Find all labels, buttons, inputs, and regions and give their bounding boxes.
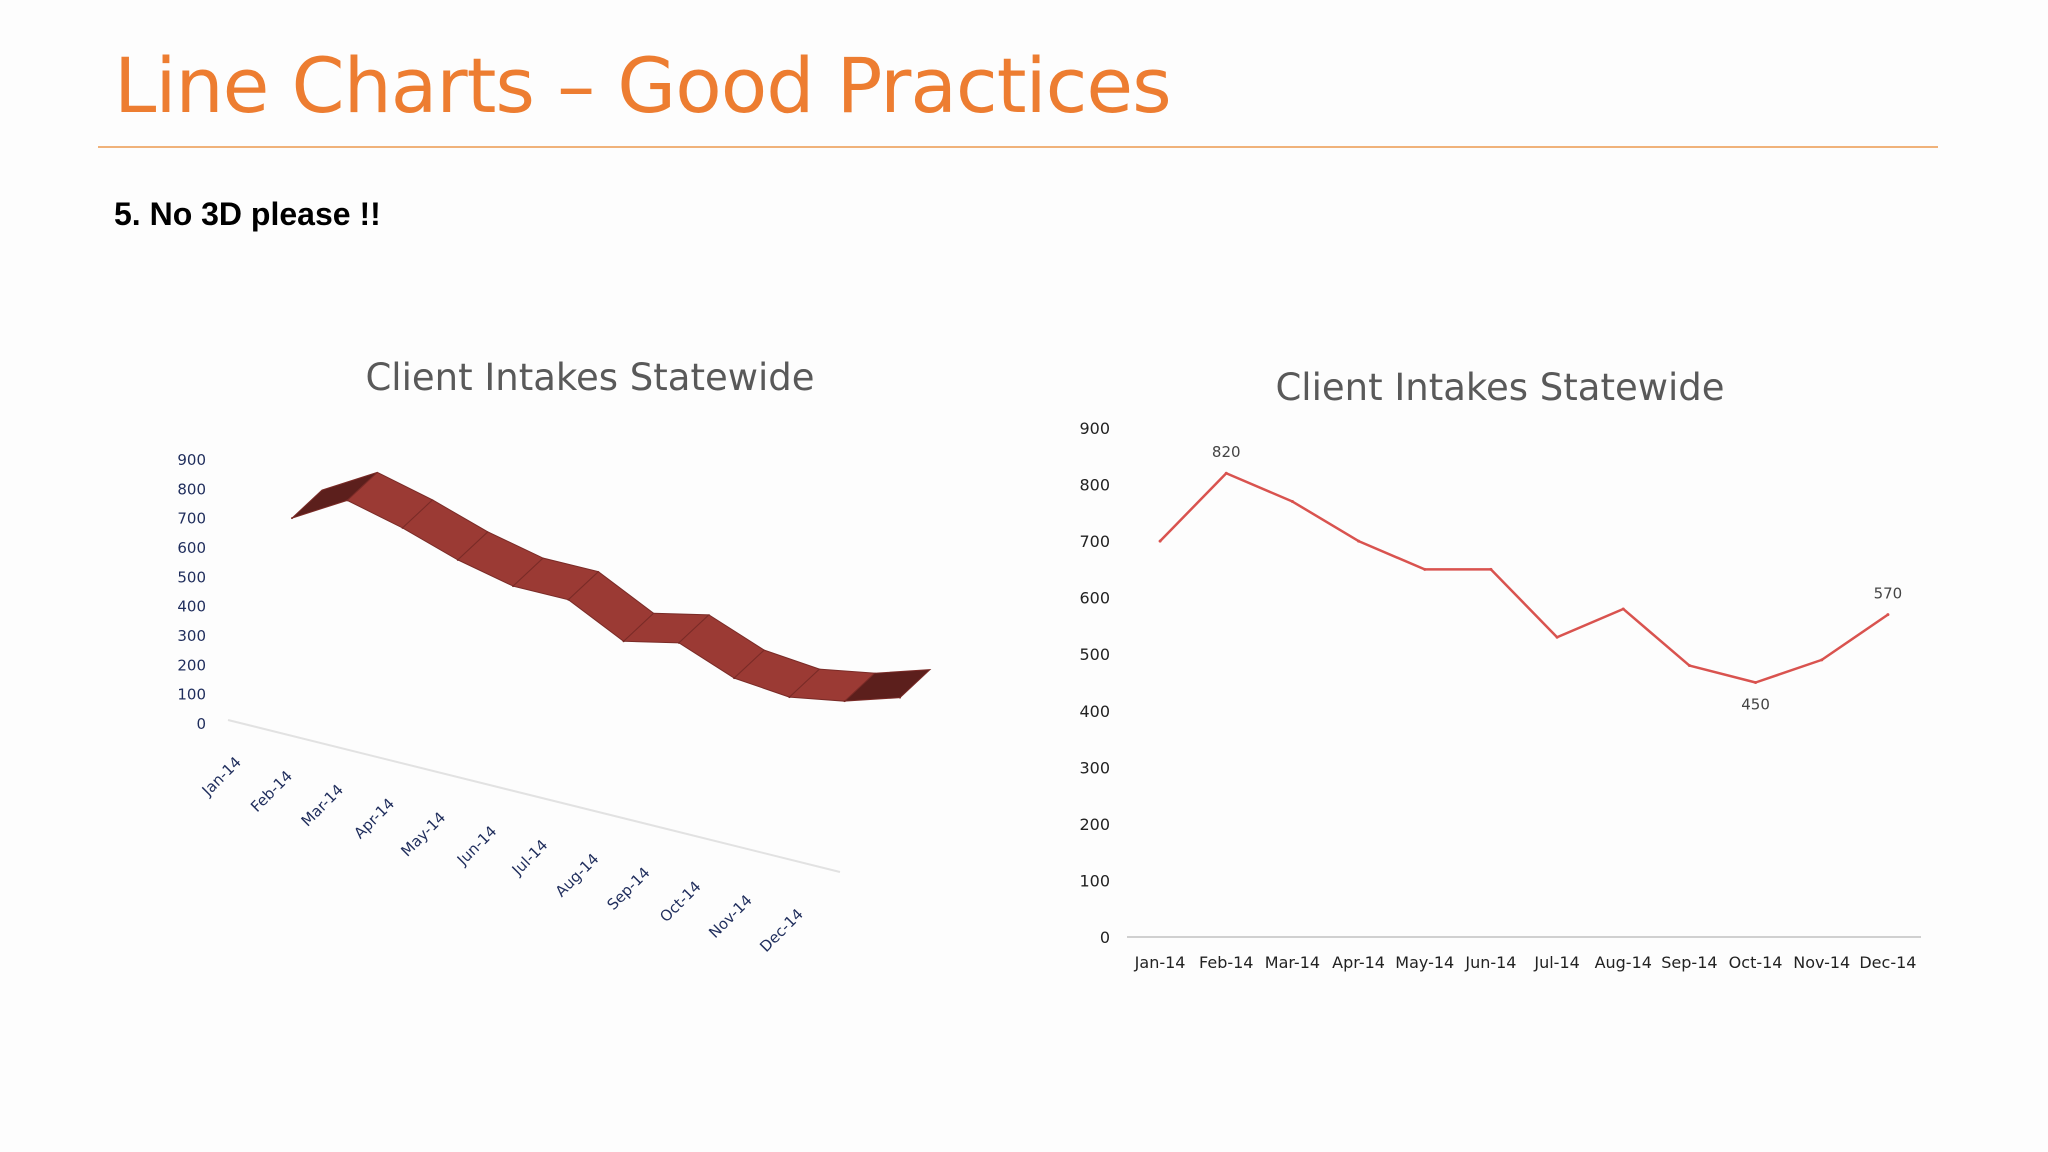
chart-2d-data-labels: 820 450 570 [1212, 443, 1902, 713]
chart-3d-data-point [401, 526, 404, 529]
chart-2d-x-tick: Dec-14 [1859, 953, 1916, 972]
chart-3d-x-tick: May-14 [397, 808, 449, 860]
chart-3d-y-tick: 200 [177, 656, 206, 674]
chart-2d-y-tick: 100 [1079, 871, 1110, 890]
chart-3d-data-point [291, 517, 293, 520]
chart-2d-data-point [1158, 539, 1162, 543]
chart-2d-data-point [1621, 607, 1625, 611]
chart-2d-y-tick: 200 [1079, 815, 1110, 834]
chart-2d-x-tick: Aug-14 [1595, 953, 1652, 972]
slide-subtitle: 5. No 3D please !! [114, 196, 381, 232]
chart-3d-y-tick: 100 [177, 686, 206, 704]
chart-2d-y-axis: 0 100 200 300 400 500 600 700 800 900 [1079, 419, 1110, 947]
chart-2d-x-tick: Jan-14 [1134, 953, 1186, 972]
chart-3d-data-point [843, 700, 846, 703]
chart-3d-y-tick: 300 [177, 627, 206, 645]
chart-2d-x-tick: Sep-14 [1661, 953, 1717, 972]
chart-2d-data-point [1754, 681, 1758, 684]
slide-title: Line Charts – Good Practices [114, 41, 1172, 130]
chart-2d-data-point [1820, 658, 1824, 662]
chart-3d-x-tick: Aug-14 [552, 850, 603, 901]
chart-2d-data-point [1687, 664, 1691, 668]
chart-2d-series-line [1159, 471, 1889, 684]
chart-3d-data-point [677, 641, 680, 644]
chart-3d-data-point [788, 696, 791, 699]
chart-2d-y-tick: 800 [1079, 476, 1110, 495]
chart-2d-series [1158, 471, 1890, 684]
chart-2d-y-tick: 500 [1079, 645, 1110, 664]
chart-3d-y-tick: 0 [196, 715, 206, 733]
title-divider [98, 146, 1938, 148]
chart-3d-ribbon-segment [843, 669, 932, 702]
chart-3d-x-tick: Jan-14 [198, 753, 245, 800]
chart-3d-x-tick: Sep-14 [604, 864, 654, 914]
chart-3d-title: Client Intakes Statewide [365, 356, 814, 399]
chart-3d-floor-line [227, 719, 841, 873]
chart-2d-data-point [1290, 500, 1294, 504]
chart-3d-x-tick: Nov-14 [705, 891, 755, 941]
chart-2d-x-tick: Jun-14 [1464, 953, 1516, 972]
chart-2d-data-point [1224, 471, 1228, 475]
chart-3d-x-tick: Jul-14 [508, 836, 552, 880]
chart-2d-x-tick: Apr-14 [1332, 953, 1385, 972]
chart-2d-title: Client Intakes Statewide [1275, 366, 1724, 409]
chart-3d-y-tick: 600 [177, 539, 206, 557]
chart-2d-y-tick: 400 [1079, 702, 1110, 721]
chart-3d-x-tick: Mar-14 [298, 781, 347, 830]
chart-3d-x-tick: Feb-14 [247, 767, 296, 816]
chart-3d-x-tick: Apr-14 [350, 795, 398, 843]
chart-3d-y-axis: 0 100 200 300 400 500 600 700 800 900 [177, 451, 206, 733]
chart-3d-data-point [456, 558, 459, 561]
chart-2d-data-point [1357, 539, 1361, 543]
chart-3d-y-tick: 700 [177, 510, 206, 528]
chart-3d-data-point [567, 598, 570, 601]
chart-3d-y-tick: 500 [177, 568, 206, 586]
chart-2d-data-label: 820 [1212, 443, 1241, 461]
chart-3d-y-tick: 800 [177, 480, 206, 498]
chart-3d-x-axis: Jan-14 Feb-14 Mar-14 Apr-14 May-14 Jun-14 Jul-… [198, 719, 841, 956]
chart-2d-y-tick: 700 [1079, 532, 1110, 551]
chart-3d-data-point [346, 499, 349, 502]
chart-2d-y-tick: 900 [1079, 419, 1110, 438]
chart-2d-data-label: 570 [1874, 585, 1903, 603]
chart-2d-data-point [1555, 635, 1559, 639]
chart-3d-y-tick: 400 [177, 598, 206, 616]
chart-2d-x-tick: Jul-14 [1533, 953, 1579, 972]
chart-3d-y-tick: 900 [177, 451, 206, 469]
chart-2d-data-point [1423, 567, 1427, 571]
chart-3d-data-point [899, 696, 901, 699]
chart-3d-data-point [622, 640, 625, 643]
chart-3d-data-point [512, 585, 515, 588]
chart-2d-y-tick: 600 [1079, 589, 1110, 608]
chart-3d-series [291, 471, 932, 703]
chart-2d-data-point [1886, 613, 1890, 617]
chart-2d-data-label: 450 [1741, 696, 1770, 714]
chart-3d-x-tick: Oct-14 [656, 877, 704, 925]
chart-2d-x-axis: Jan-14 Feb-14 Mar-14 Apr-14 May-14 Jun-14 Jul-… [1127, 936, 1921, 972]
chart-2d-x-tick: Mar-14 [1265, 953, 1320, 972]
chart-3d-ribbon: Client Intakes Statewide 0 100 200 300 400 50… [177, 356, 932, 956]
chart-2d-x-tick: May-14 [1395, 953, 1454, 972]
chart-3d-x-tick: Dec-14 [756, 905, 807, 956]
chart-3d-x-tick: Jun-14 [453, 822, 500, 869]
chart-2d-data-point [1489, 567, 1493, 571]
chart-2d-x-tick: Nov-14 [1793, 953, 1850, 972]
chart-3d-data-point [733, 677, 736, 680]
chart-2d-y-tick: 0 [1100, 928, 1110, 947]
chart-2d-x-tick: Feb-14 [1199, 953, 1253, 972]
chart-2d-x-tick: Oct-14 [1729, 953, 1783, 972]
chart-2d-line: Client Intakes Statewide 0 100 200 300 400 50… [1079, 366, 1921, 972]
chart-2d-y-tick: 300 [1079, 758, 1110, 777]
